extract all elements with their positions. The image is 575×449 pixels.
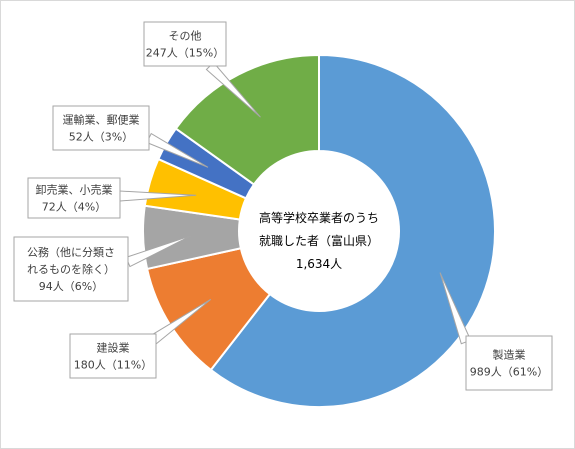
callout-box [143, 21, 227, 67]
callout-value: 52人（3%） [69, 131, 133, 144]
callout-category: 公務（他に分類さ [27, 245, 115, 259]
callout-category: その他 [169, 30, 202, 43]
callout-value: 180人（11%） [74, 359, 152, 372]
callout-value: 94人（6%） [39, 280, 103, 293]
callout-category: 卸売業、小売業 [36, 183, 113, 197]
slice-6 [174, 53, 320, 186]
callout-box [52, 105, 150, 151]
slice-1 [209, 53, 496, 408]
center-label-total: 1,634人 [296, 257, 342, 271]
callout-value: 247人（15%） [146, 47, 224, 60]
callout-5: 運輸業、郵便業 52人（3%） [52, 105, 209, 168]
callout-2: 建設業 180人（11%） [69, 298, 212, 379]
callout-4: 卸売業、小売業 72人（4%） [27, 177, 197, 219]
callout-category: れるものを除く） [27, 262, 115, 276]
center-label-line-1: 高等学校卒業者のうち [259, 210, 379, 225]
callout-box [27, 177, 121, 219]
callout-category: 運輸業、郵便業 [63, 113, 140, 127]
callout-category: 建設業 [97, 341, 130, 355]
callout-value: 989人（61%） [470, 366, 548, 379]
callout-value: 72人（4%） [42, 201, 106, 214]
callout-box [465, 335, 553, 391]
callout-6: その他 247人（15%） [143, 21, 261, 118]
center-label: 高等学校卒業者のうち 就職した者（富山県） 1,634人 [259, 210, 379, 271]
callout-1: 製造業 989人（61%） [439, 272, 553, 391]
callout-category: 製造業 [493, 348, 526, 362]
callout-box [69, 333, 157, 379]
center-label-line-2: 就職した者（富山県） [259, 233, 379, 248]
callout-box [13, 236, 129, 302]
